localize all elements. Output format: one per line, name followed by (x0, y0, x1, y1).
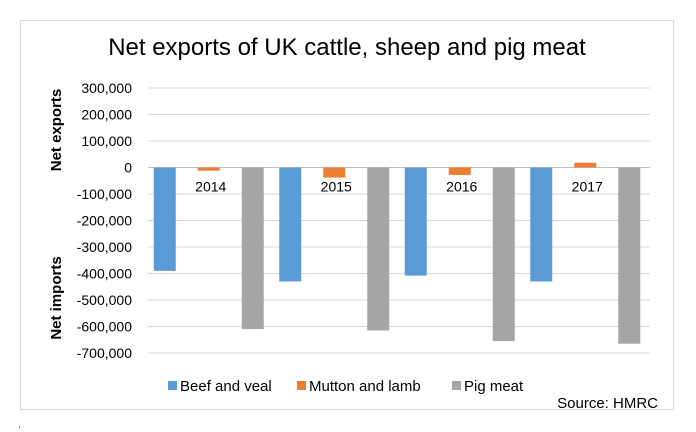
gridlines (148, 87, 650, 354)
bar-pig-meat-2015 (367, 167, 390, 331)
y-tick-label: -200,000 (77, 213, 132, 229)
y-tick-label: 300,000 (81, 80, 132, 96)
category-label-2014: 2014 (195, 179, 226, 195)
bar-beef-and-veal-2014 (153, 167, 176, 271)
category-label-2015: 2015 (321, 179, 352, 195)
y-tick-label: 0 (124, 160, 132, 176)
category-labels: 2014 2015 2016 2017 (195, 179, 603, 195)
legend: Beef and veal Mutton and lamb Pig meat (168, 378, 524, 395)
bar-beef-and-veal-2016 (404, 167, 427, 276)
bars (153, 162, 641, 344)
legend-label-pig-meat: Pig meat (464, 378, 524, 395)
category-label-2017: 2017 (572, 179, 603, 195)
legend-swatch-mutton-and-lamb (297, 381, 306, 390)
y-tick-label: 100,000 (81, 133, 132, 149)
y-tick-label: 200,000 (81, 107, 132, 123)
bar-beef-and-veal-2015 (279, 167, 302, 282)
y-tick-label: -100,000 (77, 186, 132, 202)
y-tick-label: -600,000 (77, 319, 132, 335)
y-tick-label: -400,000 (77, 266, 132, 282)
y-label-net-imports: Net imports (48, 256, 65, 339)
legend-swatch-pig-meat (452, 381, 461, 390)
y-label-net-exports: Net exports (48, 89, 65, 172)
bar-beef-and-veal-2017 (530, 167, 553, 282)
y-tick-labels: 300,000 200,000 100,000 0 -100,000 -200,000 -3… (77, 80, 132, 361)
category-label-2016: 2016 (446, 179, 477, 195)
bar-pig-meat-2016 (492, 167, 515, 342)
bar-pig-meat-2014 (241, 167, 264, 330)
legend-swatch-beef-and-veal (168, 381, 177, 390)
legend-label-beef-and-veal: Beef and veal (180, 378, 272, 395)
y-tick-label: -300,000 (77, 239, 132, 255)
y-tick-label: -700,000 (77, 345, 132, 361)
bar-mutton-and-lamb-2017 (574, 162, 597, 168)
chart-title: Net exports of UK cattle, sheep and pig … (108, 34, 586, 61)
bar-mutton-and-lamb-2016 (448, 167, 471, 175)
source-note: Source: HMRC (557, 395, 658, 412)
chart-frame (20, 20, 674, 410)
y-tick-label: -500,000 (77, 292, 132, 308)
bar-mutton-and-lamb-2014 (197, 167, 220, 171)
bar-mutton-and-lamb-2015 (323, 167, 346, 178)
legend-label-mutton-and-lamb: Mutton and lamb (309, 378, 421, 395)
stray-mark (19, 426, 20, 428)
bar-pig-meat-2017 (618, 167, 641, 344)
